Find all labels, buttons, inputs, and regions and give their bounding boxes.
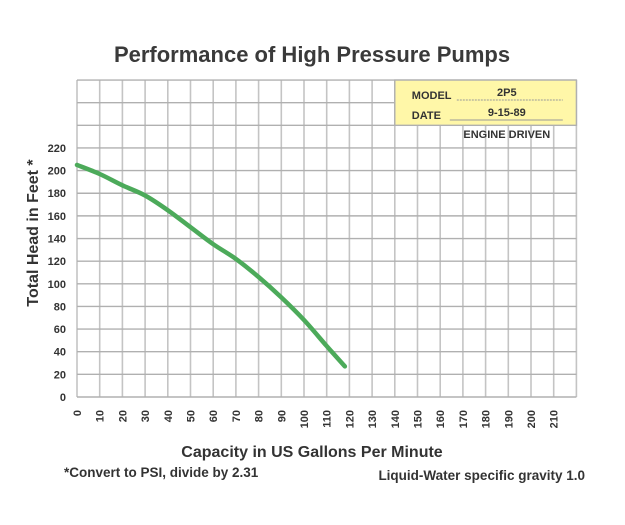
x-tick-label: 160 [435, 410, 447, 428]
drive-type: ENGINE DRIVEN [463, 129, 550, 141]
chart-title: Performance of High Pressure Pumps [114, 42, 510, 67]
info-box-background [394, 79, 578, 127]
y-axis-label: Total Head in Feet * [25, 159, 42, 307]
x-tick-label: 140 [390, 410, 402, 428]
x-tick-label: 150 [413, 410, 425, 428]
x-tick-label: 120 [344, 410, 356, 428]
x-tick-label: 50 [186, 410, 198, 422]
model-label: MODEL [412, 90, 452, 102]
model-value: 2P5 [497, 87, 517, 99]
x-tick-label: 80 [254, 410, 266, 422]
y-tick-label: 60 [54, 324, 66, 336]
y-tick-label: 160 [48, 211, 66, 223]
y-tick-label: 220 [48, 143, 66, 155]
x-tick-label: 20 [117, 410, 129, 422]
x-tick-label: 130 [367, 410, 379, 428]
y-tick-label: 180 [48, 188, 66, 200]
info-box: MODEL 2P5 DATE 9-15-89 ENGINE DRIVEN [394, 79, 578, 141]
x-tick-label: 200 [526, 410, 538, 428]
date-value: 9-15-89 [488, 107, 526, 119]
y-tick-label: 0 [60, 392, 66, 404]
x-tick-label: 190 [503, 410, 515, 428]
x-tick-label: 170 [458, 410, 470, 428]
footnote-psi: *Convert to PSI, divide by 2.31 [64, 465, 259, 480]
x-axis-label: Capacity in US Gallons Per Minute [181, 444, 442, 461]
y-tick-label: 120 [48, 256, 66, 268]
footnote-gravity: Liquid-Water specific gravity 1.0 [378, 468, 585, 483]
y-tick-label: 80 [54, 301, 66, 313]
x-tick-label: 110 [322, 410, 334, 428]
x-tick-label: 210 [549, 410, 561, 428]
y-tick-label: 100 [48, 279, 66, 291]
series-group [74, 162, 348, 369]
y-tick-label: 20 [54, 369, 66, 381]
x-tick-label: 0 [72, 410, 84, 416]
date-label: DATE [412, 110, 441, 122]
y-tick-labels: 0 20 40 60 80 100 120 140 160 180 200 220 [48, 143, 66, 404]
x-tick-label: 90 [276, 410, 288, 422]
x-tick-label: 70 [231, 410, 243, 422]
x-tick-label: 10 [95, 410, 107, 422]
x-tick-labels: 0 10 20 30 40 50 60 70 80 90 100 110 120 130 140 150 160… [72, 410, 561, 428]
x-tick-label: 60 [208, 410, 220, 422]
x-tick-label: 100 [299, 410, 311, 428]
y-tick-label: 200 [48, 166, 66, 178]
x-tick-label: 180 [481, 410, 493, 428]
y-tick-label: 140 [48, 234, 66, 246]
y-tick-label: 40 [54, 347, 66, 359]
x-tick-label: 30 [140, 410, 152, 422]
x-tick-label: 40 [163, 410, 175, 422]
grid [76, 79, 578, 398]
